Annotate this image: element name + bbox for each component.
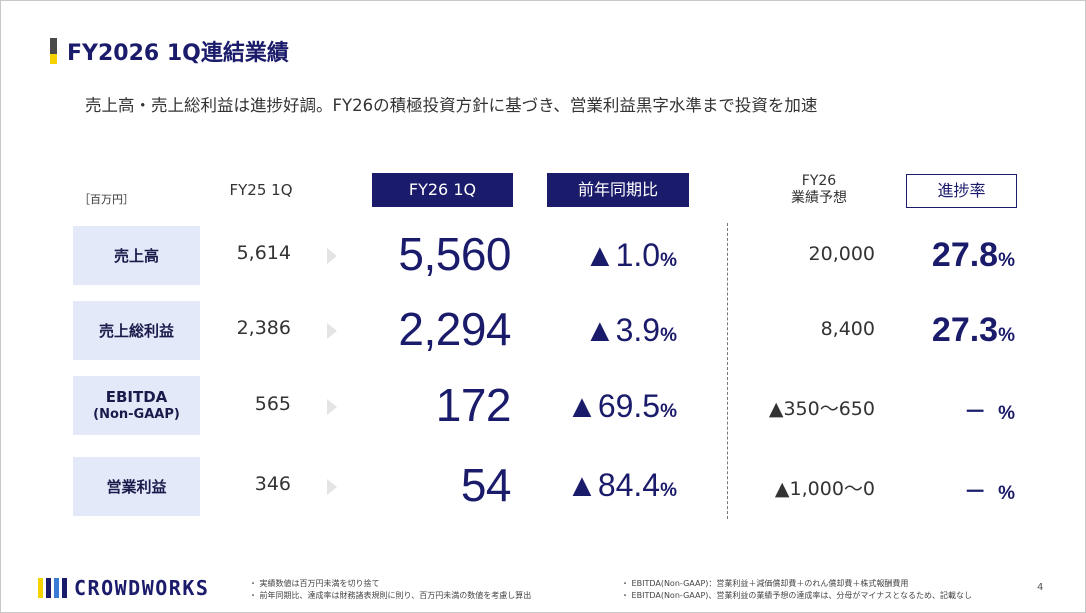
fy26-value: 2,294 bbox=[398, 303, 511, 355]
arrow-icon bbox=[327, 248, 339, 264]
fy25-value: 346 bbox=[254, 473, 291, 495]
progress-number: 27.3 bbox=[931, 311, 999, 349]
progress-value: 27.8% bbox=[891, 236, 1015, 275]
yoy-value: ▲69.5% bbox=[531, 388, 677, 425]
footnote: ・ EBITDA(Non-GAAP)：営業利益＋減価償却費＋のれん償却費＋株式報… bbox=[621, 579, 909, 588]
row-label-text: 営業利益 bbox=[106, 477, 167, 496]
yoy-value: ▲3.9% bbox=[531, 312, 677, 349]
yoy-number: ▲69.5 bbox=[566, 388, 661, 424]
fy25-value: 5,614 bbox=[236, 242, 291, 264]
header-forecast-line1: FY26 bbox=[801, 173, 837, 189]
forecast-value: ▲350〜650 bbox=[768, 398, 875, 420]
yoy-value: ▲84.4% bbox=[531, 467, 677, 504]
fy26-value: 172 bbox=[435, 379, 512, 431]
footnote: ・ 実績数値は百万円未満を切り捨て bbox=[249, 579, 380, 588]
row-label-text: 売上総利益 bbox=[98, 321, 174, 340]
progress-value: －% bbox=[891, 389, 1015, 428]
row-label-operating-profit: 営業利益 bbox=[73, 457, 200, 516]
row-label-gross-profit: 売上総利益 bbox=[73, 301, 200, 360]
yoy-number: ▲84.4 bbox=[566, 467, 661, 503]
progress-value: －% bbox=[891, 469, 1015, 508]
header-forecast-line2: 業績予想 bbox=[791, 190, 847, 206]
progress-unit: % bbox=[998, 325, 1015, 346]
header-yoy: 前年同期比 bbox=[547, 173, 689, 207]
arrow-icon bbox=[327, 323, 339, 339]
header-forecast: FY26 業績予想 bbox=[771, 173, 867, 207]
progress-unit: % bbox=[998, 403, 1015, 424]
row-label-text: 売上高 bbox=[113, 246, 159, 265]
progress-number: － bbox=[964, 399, 987, 424]
fy25-value: 565 bbox=[254, 393, 291, 415]
header-fy26: FY26 1Q bbox=[372, 173, 513, 207]
header-progress: 進捗率 bbox=[906, 174, 1017, 208]
footnotes-left: ・ 実績数値は百万円未満を切り捨て ・ 前年同期比、達成率は財務諸表規則に則り、… bbox=[249, 578, 531, 602]
fy25-value: 2,386 bbox=[236, 317, 291, 339]
footnote: ・ 前年同期比、達成率は財務諸表規則に則り、百万円未満の数値を考慮し算出 bbox=[249, 591, 532, 600]
logo-text: CROWDWORKS bbox=[74, 576, 210, 600]
progress-number: － bbox=[964, 479, 987, 504]
yoy-number: ▲1.0 bbox=[583, 237, 661, 273]
page-number: 4 bbox=[1037, 582, 1044, 593]
title-accent-bar bbox=[50, 38, 57, 64]
yoy-value: ▲1.0% bbox=[531, 237, 677, 274]
yoy-unit: % bbox=[660, 325, 677, 346]
row-label-ebitda: EBITDA (Non-GAAP) bbox=[73, 376, 200, 435]
column-divider bbox=[727, 223, 728, 519]
progress-unit: % bbox=[998, 250, 1015, 271]
header-fy25: FY25 1Q bbox=[229, 181, 293, 199]
forecast-value: 8,400 bbox=[820, 318, 875, 340]
page-title: FY2026 1Q連結業績 bbox=[67, 41, 289, 66]
yoy-unit: % bbox=[660, 401, 677, 422]
unit-label: ［百万円］ bbox=[79, 193, 134, 206]
footnotes-right: ・ EBITDA(Non-GAAP)：営業利益＋減価償却費＋のれん償却費＋株式報… bbox=[621, 578, 972, 602]
row-label-text: EBITDA bbox=[105, 387, 168, 406]
forecast-value: 20,000 bbox=[808, 243, 875, 265]
page-subtitle: 売上高・売上総利益は進捗好調。FY26の積極投資方針に基づき、営業利益黒字水準ま… bbox=[85, 96, 818, 115]
yoy-number: ▲3.9 bbox=[583, 312, 661, 348]
yoy-unit: % bbox=[660, 250, 677, 271]
yoy-unit: % bbox=[660, 480, 677, 501]
row-label-subtext: (Non-GAAP) bbox=[93, 406, 180, 422]
fy26-value: 54 bbox=[460, 459, 512, 511]
progress-number: 27.8 bbox=[931, 236, 999, 274]
arrow-icon bbox=[327, 399, 339, 415]
logo-mark-icon bbox=[38, 578, 68, 598]
fy26-value: 5,560 bbox=[398, 228, 511, 280]
forecast-value: ▲1,000〜0 bbox=[774, 478, 875, 500]
crowdworks-logo: CROWDWORKS bbox=[38, 576, 209, 600]
row-label-sales: 売上高 bbox=[73, 226, 200, 285]
arrow-icon bbox=[327, 479, 339, 495]
progress-value: 27.3% bbox=[891, 311, 1015, 350]
progress-unit: % bbox=[998, 483, 1015, 504]
footnote: ・ EBITDA(Non-GAAP)、営業利益の業績予想の達成率は、分母がマイナ… bbox=[621, 591, 972, 600]
